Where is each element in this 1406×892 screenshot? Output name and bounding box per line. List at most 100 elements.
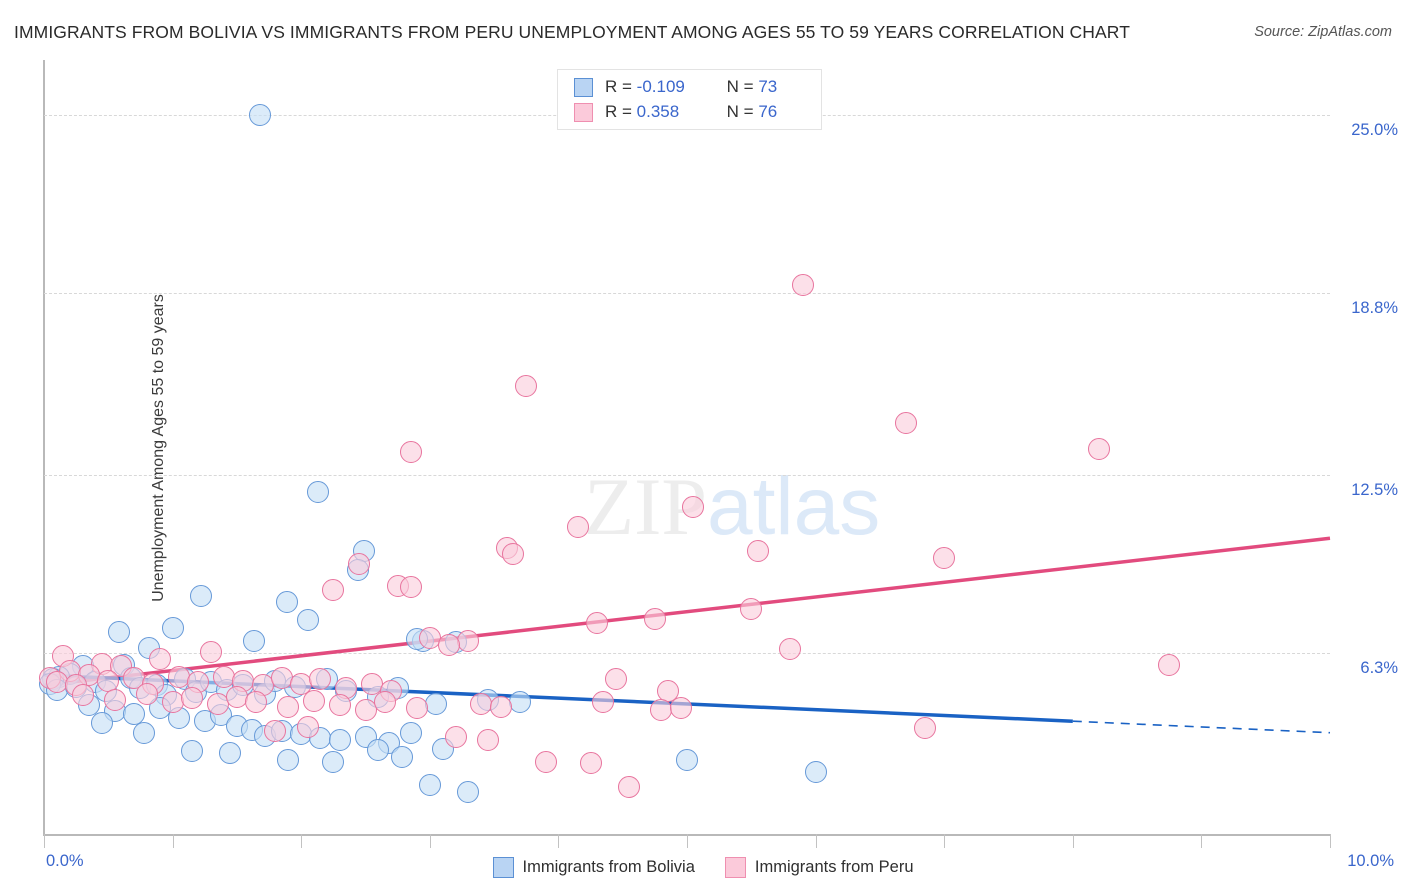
data-point[interactable] [242,629,265,652]
data-point[interactable] [180,687,203,710]
data-point[interactable] [746,540,769,563]
data-point[interactable] [515,374,538,397]
data-point[interactable] [306,481,329,504]
data-point[interactable] [669,697,692,720]
data-point[interactable] [778,638,801,661]
legend-item-peru[interactable]: Immigrants from Peru [724,856,914,878]
data-point[interactable] [322,750,345,773]
data-point[interactable] [650,698,673,721]
data-point[interactable] [309,668,332,691]
data-point[interactable] [913,717,936,740]
data-point[interactable] [592,691,615,714]
gridline [44,653,1330,655]
legend-label-bolivia: Immigrants from Bolivia [522,857,695,876]
data-point[interactable] [90,711,113,734]
x-axis-max-label: 10.0% [1347,852,1394,870]
data-point[interactable] [534,750,557,773]
data-point[interactable] [457,629,480,652]
data-point[interactable] [189,584,212,607]
x-axis-tick [44,834,45,848]
data-point[interactable] [438,633,461,656]
y-axis-tick-label: 25.0% [1351,120,1398,139]
data-point[interactable] [296,715,319,738]
data-point[interactable] [1087,437,1110,460]
data-point[interactable] [219,741,242,764]
data-point[interactable] [103,688,126,711]
data-point[interactable] [399,576,422,599]
data-point[interactable] [399,440,422,463]
r-value-peru: 0.358 [636,102,680,121]
data-point[interactable] [180,740,203,763]
data-point[interactable] [804,760,827,783]
data-point[interactable] [303,690,326,713]
data-point[interactable] [476,728,499,751]
data-point[interactable] [1158,654,1181,677]
data-point[interactable] [249,103,272,126]
data-point[interactable] [618,776,641,799]
data-point[interactable] [71,684,94,707]
data-point[interactable] [200,641,223,664]
data-point[interactable] [276,590,299,613]
data-point[interactable] [894,412,917,434]
data-point[interactable] [135,682,158,705]
data-point[interactable] [566,515,589,538]
stats-row-peru: R = 0.358 N = 76 [574,100,777,124]
data-point[interactable] [933,547,956,570]
data-point[interactable] [791,273,814,296]
data-point[interactable] [444,726,467,749]
stats-swatch-bolivia [574,77,593,97]
y-axis-line [43,60,45,835]
data-point[interactable] [123,702,146,725]
stats-n-bolivia: N = 73 [727,77,778,97]
data-point[interactable] [682,495,705,518]
data-point[interactable] [277,695,300,718]
legend-item-bolivia[interactable]: Immigrants from Bolivia [492,856,695,878]
x-axis-tick [1330,834,1331,848]
data-point[interactable] [399,721,422,744]
r-label-bolivia: R = [605,77,632,96]
data-point[interactable] [322,579,345,602]
x-axis-tick [815,834,817,848]
data-point[interactable] [405,697,428,720]
data-point[interactable] [470,692,493,715]
r-value-bolivia: -0.109 [636,77,685,96]
data-point[interactable] [348,553,371,576]
x-axis-tick [944,834,946,848]
x-axis-tick [687,834,688,848]
data-point[interactable] [161,616,184,639]
data-point[interactable] [133,721,156,744]
source-attribution: Source: ZipAtlas.com [1254,24,1392,40]
data-point[interactable] [605,668,628,691]
data-point[interactable] [107,620,130,643]
trend-line-peru [43,536,1331,687]
data-point[interactable] [245,691,268,714]
data-point[interactable] [264,720,287,743]
data-point[interactable] [354,698,377,721]
data-point[interactable] [328,728,351,751]
data-point[interactable] [328,694,351,717]
data-point[interactable] [457,780,480,803]
data-point[interactable] [277,749,300,772]
r-label-peru: R = [605,102,632,121]
data-point[interactable] [367,739,390,761]
data-point[interactable] [425,692,448,715]
data-point[interactable] [373,691,396,714]
data-point[interactable] [579,751,602,774]
gridline [44,293,1330,295]
data-point[interactable] [418,773,441,796]
data-point[interactable] [148,648,171,671]
plot-area: ZIPatlas [39,60,1331,835]
stats-r-peru: R = 0.358 [605,102,705,122]
data-point[interactable] [676,749,698,772]
data-point[interactable] [740,597,763,620]
legend-swatch-peru [724,856,746,878]
data-point[interactable] [643,607,666,630]
data-point[interactable] [489,695,512,718]
n-value-bolivia: 73 [758,77,778,96]
data-point[interactable] [585,612,608,635]
data-point[interactable] [390,746,413,769]
legend-swatch-bolivia [492,856,514,878]
stats-r-bolivia: R = -0.109 [605,77,705,97]
data-point[interactable] [502,543,525,566]
data-point[interactable] [296,609,319,632]
